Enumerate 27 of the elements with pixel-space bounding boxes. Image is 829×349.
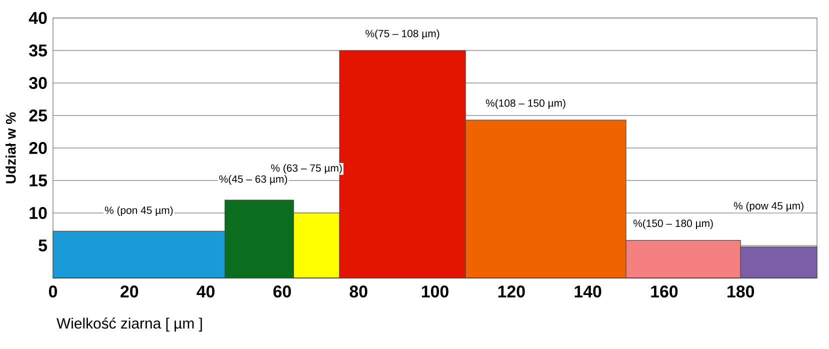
annotation: % (pow 45 µm) (734, 202, 804, 212)
x-tick-label: 40 (196, 286, 215, 298)
annotation: % (63 – 75 µm) (271, 164, 342, 174)
x-tick-label: 180 (728, 286, 754, 298)
x-tick-label: 160 (651, 286, 678, 298)
y-tick-label: 25 (29, 110, 48, 122)
x-tick-label: 60 (273, 286, 291, 298)
x-tick-label: 100 (422, 286, 448, 298)
annotation: %(45 – 63 µm) (219, 175, 288, 185)
annotation: %(75 – 108 µm) (366, 30, 440, 40)
x-tick-label: 140 (574, 286, 602, 298)
y-tick-label: 40 (28, 12, 47, 24)
x-tick-label: 120 (498, 286, 525, 298)
y-tick-label: 35 (29, 44, 48, 57)
annotation: % (pon 45 µm) (104, 206, 173, 216)
y-tick-label: 20 (29, 142, 47, 154)
x-tick-label: 0 (48, 286, 58, 298)
y-axis-title: Udział w % (6, 112, 16, 184)
y-tick-label: 5 (38, 240, 48, 252)
y-tick-label: 10 (30, 207, 47, 220)
x-tick-label: 80 (350, 286, 368, 298)
x-axis-title: Wielkość ziarna [ µm ] (56, 318, 202, 332)
y-tick-label: 30 (29, 76, 47, 90)
annotation: %(108 – 150 µm) (486, 99, 566, 109)
x-tick-label: 20 (120, 286, 138, 298)
annotation: %(150 – 180 µm) (633, 219, 713, 230)
y-tick-label: 15 (30, 174, 48, 186)
